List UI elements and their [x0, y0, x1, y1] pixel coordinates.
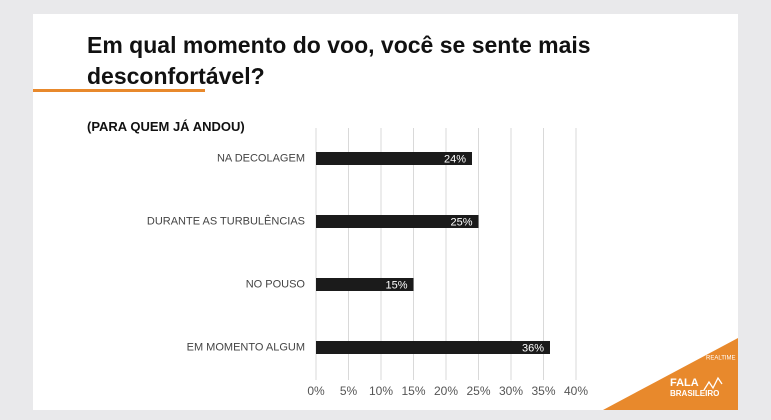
- value-label: 25%: [450, 216, 472, 228]
- x-tick-label: 35%: [531, 384, 555, 398]
- chart-title: Em qual momento do voo, você se sente ma…: [87, 32, 591, 89]
- x-tick-label: 25%: [466, 384, 490, 398]
- value-label: 36%: [522, 342, 544, 354]
- logo-triangle: [603, 338, 738, 410]
- logo-icon: [703, 376, 723, 391]
- logo-sub: BRASILEIRO: [670, 389, 719, 398]
- chart-subtitle: (PARA QUEM JÁ ANDOU): [87, 119, 245, 134]
- x-tick-label: 5%: [340, 384, 358, 398]
- title-rule: [33, 89, 205, 92]
- y-tick-label: EM MOMENTO ALGUM: [187, 341, 305, 353]
- value-label: 15%: [385, 279, 407, 291]
- x-tick-label: 20%: [434, 384, 458, 398]
- x-tick-label: 40%: [564, 384, 588, 398]
- value-label: 24%: [444, 153, 466, 165]
- x-tick-label: 30%: [499, 384, 523, 398]
- y-tick-label: DURANTE AS TURBULÊNCIAS: [147, 214, 305, 227]
- x-tick-label: 15%: [401, 384, 425, 398]
- x-tick-label: 0%: [307, 384, 325, 398]
- y-tick-label: NO POUSO: [246, 278, 306, 290]
- bar: [316, 341, 550, 354]
- bar: [316, 278, 414, 291]
- bar: [316, 215, 479, 228]
- y-tick-label: NA DECOLAGEM: [217, 152, 305, 164]
- x-tick-label: 10%: [369, 384, 393, 398]
- bar: [316, 152, 472, 165]
- logo-tag: REALTIME: [706, 356, 736, 362]
- logo-name: FALA: [670, 377, 699, 389]
